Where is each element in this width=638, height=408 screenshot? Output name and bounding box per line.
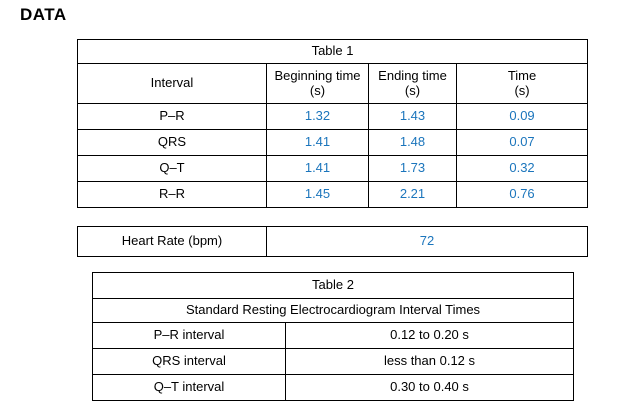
table-row-qt: Q–T 1.41 1.73 0.32 [77,155,589,182]
standard-row-qrs: QRS interval less than 0.12 s [92,348,575,375]
table-2-title: Table 2 [91,272,575,299]
table-row-rr: R–R 1.45 2.21 0.76 [77,181,589,208]
column-header-label: Beginning time [274,67,361,83]
beginning-time-field[interactable]: 1.41 [266,155,369,182]
table-2-subtitle-row: Standard Resting Electrocardiogram Inter… [91,298,575,323]
table-2-title-row: Table 2 [91,272,575,299]
column-header-unit: (s) [404,82,421,98]
heart-rate-label: Heart Rate (bpm) [77,226,267,257]
time-field[interactable]: 0.09 [455,103,589,130]
beginning-time-field[interactable]: 1.45 [266,181,369,208]
table-2: Table 2 Standard Resting Electrocardiogr… [91,272,575,401]
standard-interval-label: Q–T interval [92,374,286,401]
ending-time-field[interactable]: 1.48 [368,129,457,156]
table-row-qrs: QRS 1.41 1.48 0.07 [77,129,589,156]
interval-label: P–R [77,103,267,130]
standard-interval-label: QRS interval [92,348,286,375]
standard-interval-value: 0.12 to 0.20 s [284,322,575,349]
column-header-label: Interval [150,75,194,91]
time-field[interactable]: 0.07 [455,129,589,156]
column-header-label: Ending time [378,67,447,83]
beginning-time-field[interactable]: 1.32 [266,103,369,130]
standard-row-pr: P–R interval 0.12 to 0.20 s [92,322,575,349]
time-field[interactable]: 0.76 [455,181,589,208]
ending-time-field[interactable]: 1.73 [368,155,457,182]
page-title: DATA [20,5,67,24]
column-header-time: Time (s) [455,63,589,104]
table-2-subtitle: Standard Resting Electrocardiogram Inter… [91,298,575,323]
interval-label: Q–T [77,155,267,182]
column-header-beginning-time: Beginning time (s) [266,63,369,104]
table-1-header-row: Interval Beginning time (s) Ending time … [77,63,589,104]
heart-rate-row: Heart Rate (bpm) 72 [77,226,588,257]
table-row-pr: P–R 1.32 1.43 0.09 [77,103,589,130]
interval-label: R–R [77,181,267,208]
column-header-interval: Interval [77,63,267,104]
table-1-title: Table 1 [76,39,589,64]
time-field[interactable]: 0.32 [455,155,589,182]
beginning-time-field[interactable]: 1.41 [266,129,369,156]
interval-label: QRS [77,129,267,156]
ending-time-field[interactable]: 1.43 [368,103,457,130]
column-header-ending-time: Ending time (s) [368,63,457,104]
standard-interval-value: less than 0.12 s [284,348,575,375]
standard-interval-value: 0.30 to 0.40 s [284,374,575,401]
ending-time-field[interactable]: 2.21 [368,181,457,208]
heart-rate-table: Heart Rate (bpm) 72 [77,226,588,257]
column-header-unit: (s) [514,82,530,98]
column-header-label: Time [507,67,537,83]
standard-row-qt: Q–T interval 0.30 to 0.40 s [92,374,575,401]
table-1-title-row: Table 1 [76,39,589,64]
standard-interval-label: P–R interval [92,322,286,349]
table-1: Table 1 Interval Beginning time (s) Endi… [76,39,589,208]
heart-rate-field[interactable]: 72 [266,226,588,257]
column-header-unit: (s) [309,82,326,98]
